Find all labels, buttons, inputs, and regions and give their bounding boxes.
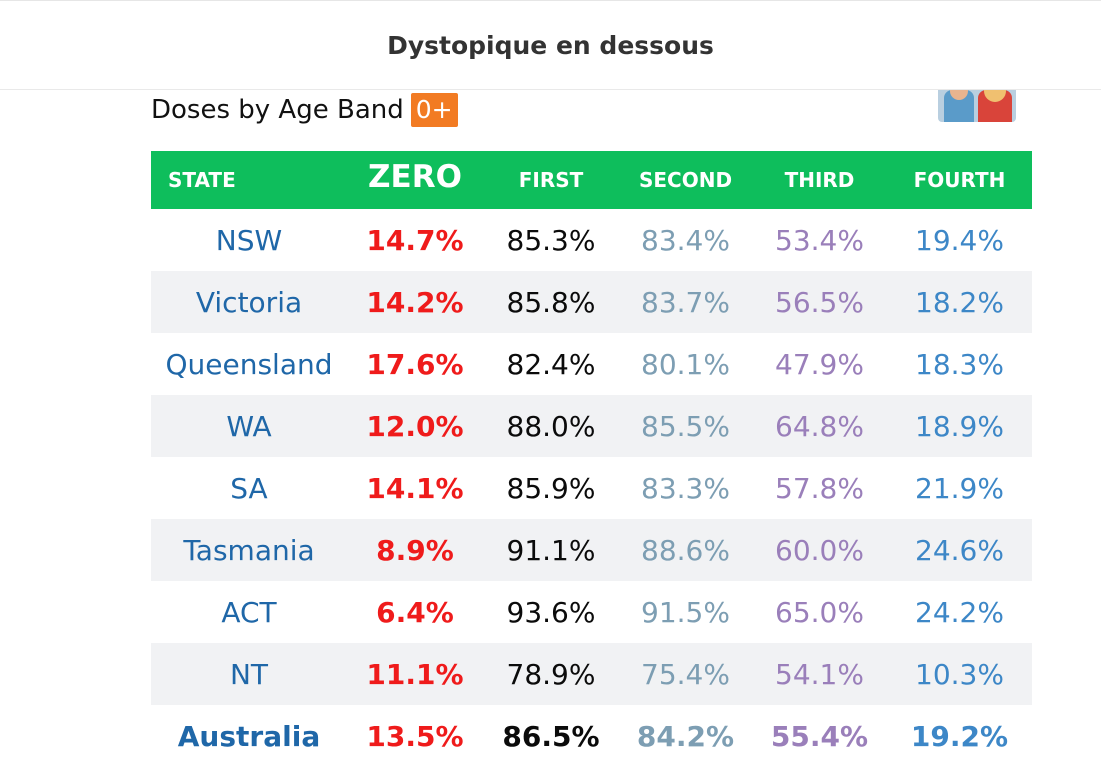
first-cell: 85.8% xyxy=(506,285,596,319)
third-cell: 53.4% xyxy=(775,223,864,257)
state-cell: SA xyxy=(230,471,268,505)
first-cell: 85.3% xyxy=(506,223,596,257)
first-cell: 91.1% xyxy=(506,533,596,567)
fourth-cell: 19.2% xyxy=(910,719,1009,753)
zero-cell: 14.7% xyxy=(366,223,464,257)
third-cell: 64.8% xyxy=(775,409,864,443)
second-cell: 83.4% xyxy=(641,223,730,257)
third-cell: 57.8% xyxy=(775,471,864,505)
table-row: WA 12.0% 88.0% 85.5% 64.8% 18.9% xyxy=(151,395,1032,457)
third-cell: 55.4% xyxy=(770,719,869,753)
state-cell: Victoria xyxy=(195,285,303,319)
age-band-badge[interactable]: 0+ xyxy=(410,93,458,127)
third-cell: 47.9% xyxy=(775,347,864,381)
fourth-cell: 19.4% xyxy=(915,223,1004,257)
first-cell: 78.9% xyxy=(506,657,596,691)
third-cell: 56.5% xyxy=(775,285,864,319)
fourth-cell: 24.6% xyxy=(915,533,1004,567)
table-row: ACT 6.4% 93.6% 91.5% 65.0% 24.2% xyxy=(151,581,1032,643)
table-row-total: Australia 13.5% 86.5% 84.2% 55.4% 19.2% xyxy=(151,705,1032,765)
table-row: Tasmania 8.9% 91.1% 88.6% 60.0% 24.6% xyxy=(151,519,1032,581)
zero-cell: 8.9% xyxy=(376,533,454,567)
column-header-third: THIRD xyxy=(784,168,855,192)
table-row: Queensland 17.6% 82.4% 80.1% 47.9% 18.3% xyxy=(151,333,1032,395)
zero-cell: 6.4% xyxy=(376,595,454,629)
fourth-cell: 18.3% xyxy=(915,347,1004,381)
state-cell: ACT xyxy=(221,595,277,629)
first-cell: 88.0% xyxy=(506,409,596,443)
zero-cell: 13.5% xyxy=(366,719,464,753)
state-cell: Australia xyxy=(177,719,321,753)
first-cell: 93.6% xyxy=(506,595,596,629)
second-cell: 84.2% xyxy=(636,719,735,753)
zero-cell: 12.0% xyxy=(366,409,464,443)
table-row: NSW 14.7% 85.3% 83.4% 53.4% 19.4% xyxy=(151,209,1032,271)
zero-cell: 17.6% xyxy=(366,347,464,381)
fourth-cell: 10.3% xyxy=(915,657,1004,691)
third-cell: 65.0% xyxy=(775,595,864,629)
fourth-cell: 18.2% xyxy=(915,285,1004,319)
zero-cell: 14.1% xyxy=(366,471,464,505)
column-header-state: STATE xyxy=(168,168,236,192)
fourth-cell: 21.9% xyxy=(915,471,1004,505)
table-row: NT 11.1% 78.9% 75.4% 54.1% 10.3% xyxy=(151,643,1032,705)
second-cell: 80.1% xyxy=(641,347,730,381)
column-header-second: SECOND xyxy=(638,168,733,192)
state-cell: Queensland xyxy=(165,347,333,381)
state-cell: NT xyxy=(229,657,269,691)
column-header-fourth: FOURTH xyxy=(913,168,1006,192)
second-cell: 88.6% xyxy=(641,533,730,567)
second-cell: 83.3% xyxy=(641,471,730,505)
third-cell: 60.0% xyxy=(775,533,864,567)
table-header-row: STATE ZERO FIRST SECOND THIRD FOURTH xyxy=(151,151,1032,209)
fourth-cell: 18.9% xyxy=(915,409,1004,443)
section-title: Doses by Age Band xyxy=(151,95,404,125)
column-header-first: FIRST xyxy=(518,168,584,192)
doses-table: STATE ZERO FIRST SECOND THIRD FOURTH NSW… xyxy=(151,151,1032,765)
second-cell: 85.5% xyxy=(641,409,730,443)
first-cell: 86.5% xyxy=(502,719,600,753)
second-cell: 91.5% xyxy=(641,595,730,629)
zero-cell: 14.2% xyxy=(366,285,464,319)
state-cell: WA xyxy=(226,409,272,443)
fourth-cell: 24.2% xyxy=(915,595,1004,629)
second-cell: 75.4% xyxy=(641,657,730,691)
first-cell: 85.9% xyxy=(506,471,596,505)
section-heading: Doses by Age Band 0+ xyxy=(151,93,458,127)
top-bar: Dystopique en dessous xyxy=(0,0,1101,90)
table-row: Victoria 14.2% 85.8% 83.7% 56.5% 18.2% xyxy=(151,271,1032,333)
state-cell: NSW xyxy=(215,223,283,257)
third-cell: 54.1% xyxy=(775,657,864,691)
first-cell: 82.4% xyxy=(506,347,596,381)
column-header-zero: ZERO xyxy=(368,159,462,195)
state-cell: Tasmania xyxy=(183,533,315,567)
page-title: Dystopique en dessous xyxy=(387,31,714,60)
people-avatar-icon xyxy=(938,90,1016,122)
second-cell: 83.7% xyxy=(641,285,730,319)
table-row: SA 14.1% 85.9% 83.3% 57.8% 21.9% xyxy=(151,457,1032,519)
zero-cell: 11.1% xyxy=(366,657,464,691)
